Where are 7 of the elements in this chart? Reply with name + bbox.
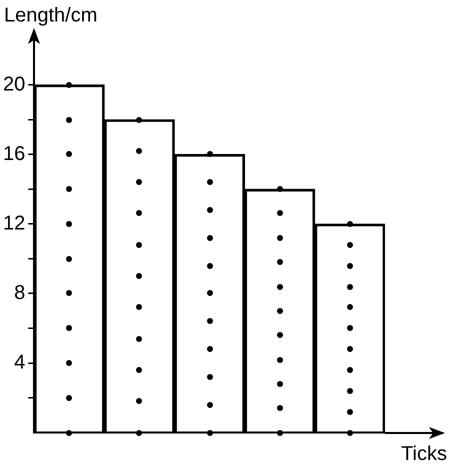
y-tick-label: 12 [2,212,26,234]
y-tick-label: 8 [14,282,26,304]
y-tick-label: 4 [14,352,26,374]
x-axis-title: Ticks [401,443,447,466]
y-axis-title: Length/cm [4,4,98,27]
y-tick-label: 20 [2,73,26,96]
y-tick-label: 16 [2,142,26,165]
